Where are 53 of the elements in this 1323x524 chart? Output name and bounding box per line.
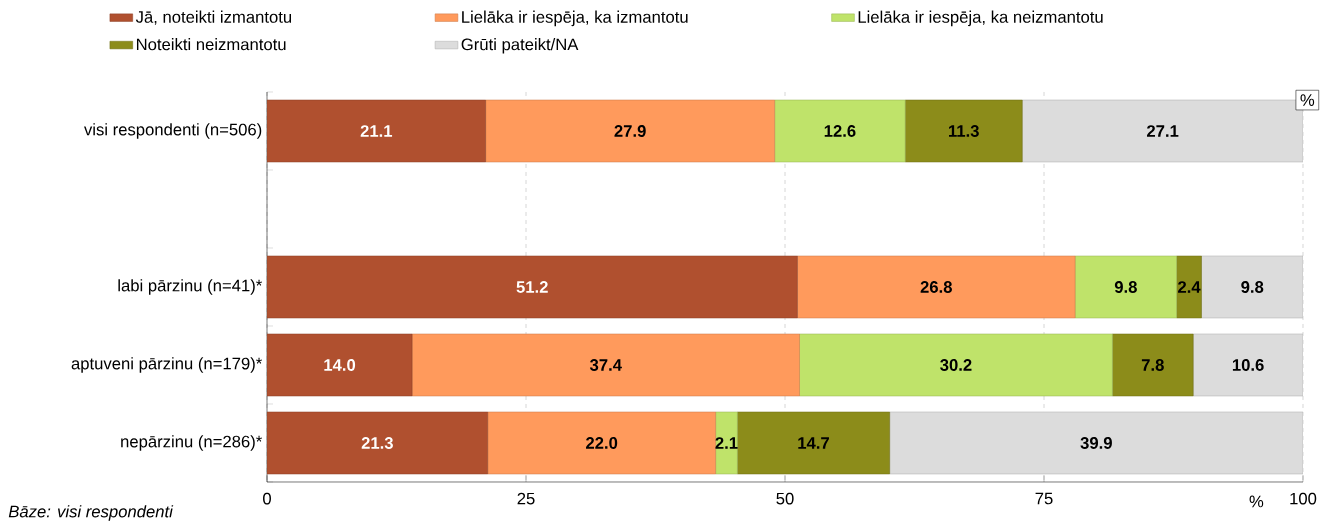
x-axis-title: % — [1249, 495, 1264, 508]
data-label: 21.1 — [360, 125, 393, 137]
legend-label: Noteikti neizmantotu — [136, 38, 286, 51]
legend-label: Jā, noteikti izmantotu — [135, 10, 292, 25]
data-label: 9.8 — [1114, 281, 1137, 293]
bar — [267, 411, 488, 475]
bar — [267, 99, 486, 163]
bar — [799, 333, 1113, 397]
data-label: 51.2 — [516, 281, 548, 293]
x-tick-label: 25 — [517, 492, 535, 505]
data-label: 39.9 — [1080, 437, 1112, 449]
data-label: 7.8 — [1141, 359, 1164, 371]
data-label: 2.1 — [715, 437, 738, 449]
y-tick-label: aptuveni pārzinu (n=179)* — [71, 357, 262, 373]
data-label: 27.9 — [614, 125, 646, 137]
bar — [411, 333, 800, 397]
data-label: 9.8 — [1241, 281, 1264, 293]
bar — [485, 99, 775, 163]
annotation: % — [1300, 94, 1315, 106]
data-label: 37.4 — [589, 359, 622, 371]
y-tick-label: visi respondenti (n=506) — [84, 123, 262, 139]
bar — [737, 411, 890, 475]
data-label: 27.1 — [1146, 125, 1179, 137]
bar — [1112, 333, 1194, 397]
bar — [797, 255, 1076, 319]
y-tick-label: nepārzinu (n=286)* — [121, 435, 262, 451]
bar — [904, 99, 1023, 163]
legend-label: Lielāka ir iespēja, ka neizmantotu — [858, 10, 1103, 27]
data-label: 22.0 — [586, 437, 618, 449]
x-tick-label: 50 — [776, 492, 794, 505]
data-label: 26.8 — [920, 281, 952, 293]
x-tick-label: 100 — [1290, 492, 1317, 505]
data-label: 21.3 — [361, 437, 393, 449]
data-label: 12.6 — [824, 125, 856, 137]
data-label: 11.3 — [949, 125, 979, 137]
data-label: 30.2 — [940, 359, 972, 371]
text: Bāze: visi respondenti — [8, 505, 174, 521]
data-label: 14.7 — [798, 437, 829, 449]
bar — [487, 411, 716, 475]
legend-label: Grūti pateikt/NA — [461, 38, 579, 54]
data-label: 2.4 — [1178, 281, 1201, 293]
data-label: 14.0 — [324, 359, 356, 371]
bar — [267, 333, 413, 397]
x-tick-label: 0 — [263, 492, 271, 505]
bar — [774, 99, 906, 163]
bar — [1074, 255, 1177, 319]
data-label: 10.6 — [1232, 359, 1264, 371]
bar — [715, 411, 738, 475]
bar — [1176, 255, 1202, 319]
y-tick-label: labi pārzinu (n=41)* — [118, 279, 262, 295]
bar — [267, 255, 798, 319]
legend-label: Lielāka ir iespēja, ka izmantotu — [462, 10, 688, 27]
x-tick-label: 75 — [1035, 492, 1053, 505]
